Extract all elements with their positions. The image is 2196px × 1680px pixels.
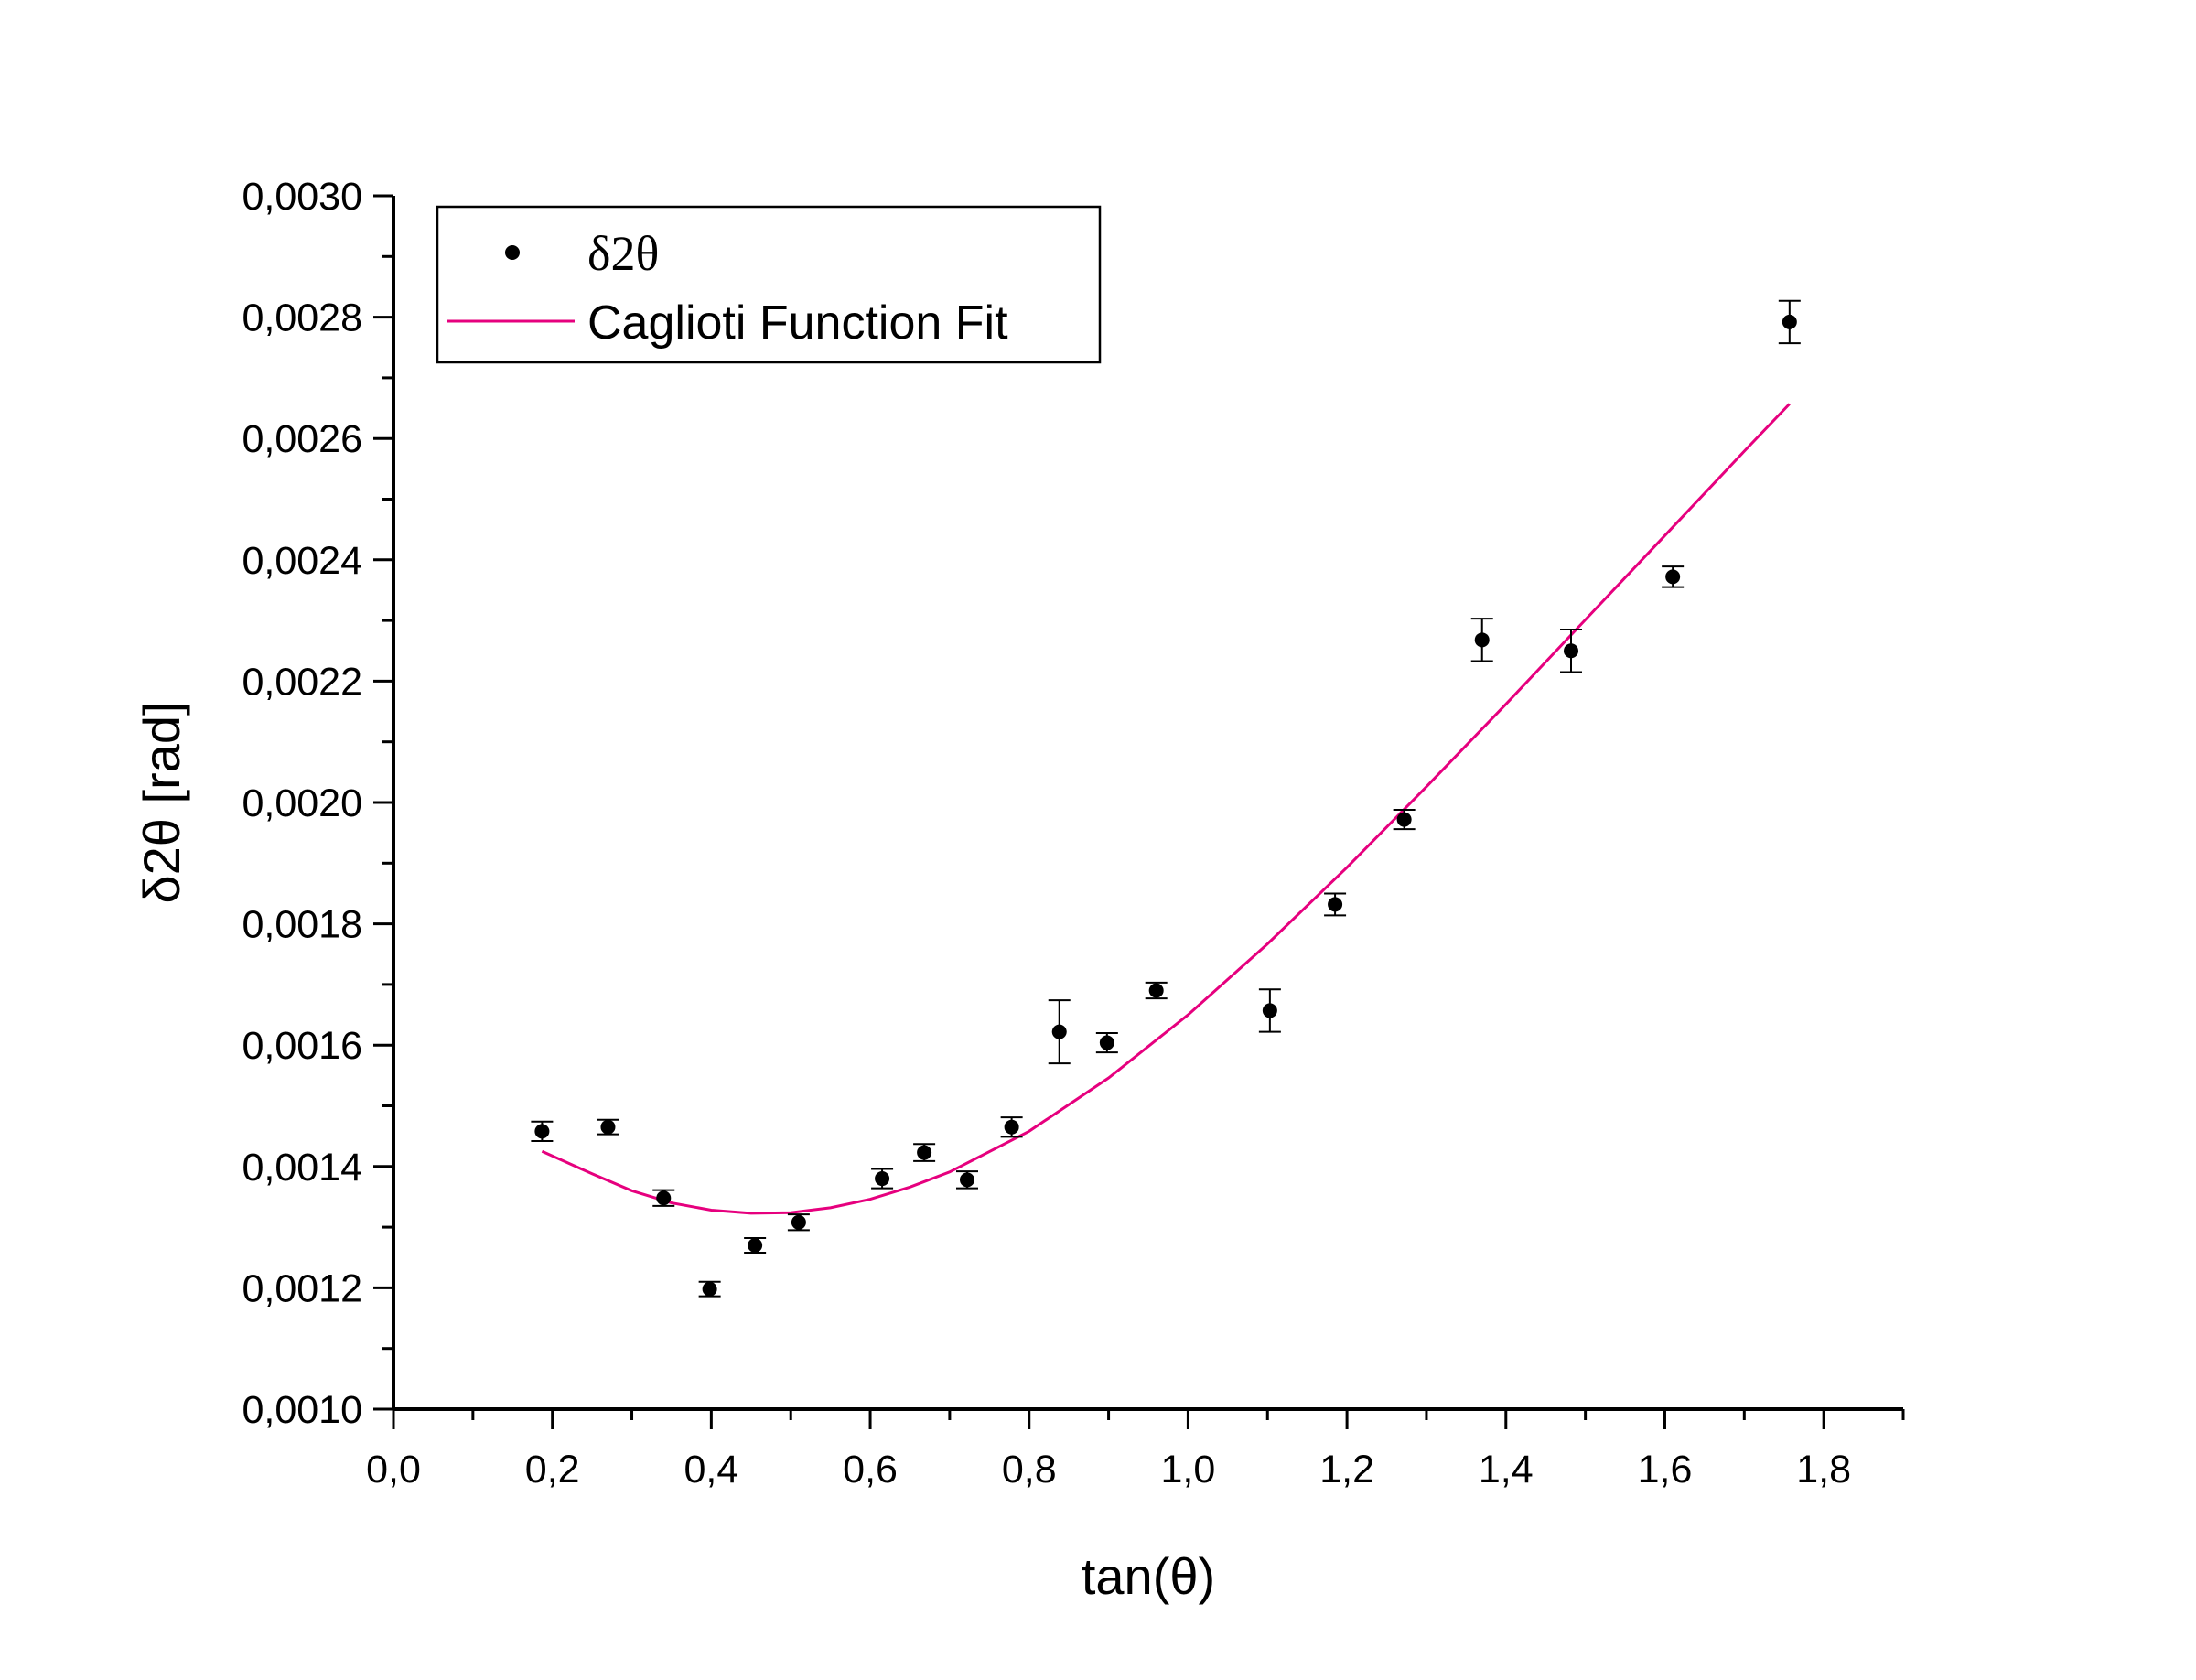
- y-tick-label: 0,0014: [242, 1146, 362, 1190]
- y-axis-title: δ2θ [rad]: [133, 701, 190, 903]
- point-marker: [791, 1214, 806, 1230]
- data-point: [956, 1170, 978, 1190]
- fit-curve: [541, 403, 1791, 1215]
- point-marker: [1004, 1119, 1019, 1135]
- data-point: [1048, 999, 1071, 1065]
- y-tick-label: 0,0016: [242, 1024, 362, 1068]
- point-marker: [1051, 1024, 1067, 1039]
- fit-layer: [541, 403, 1791, 1215]
- data-point: [1560, 629, 1582, 673]
- legend-label-fit: Caglioti Function Fit: [587, 296, 1008, 350]
- point-marker: [1099, 1035, 1114, 1050]
- point-marker: [534, 1124, 550, 1139]
- y-axis-ticks: 0,0010 0,0012 0,0014 0,0016 0,0018 0,0020 0,00…: [242, 175, 393, 1432]
- point-marker: [1262, 1003, 1277, 1018]
- data-point: [1662, 565, 1685, 588]
- y-tick-label: 0,0026: [242, 417, 362, 461]
- data-point: [1778, 299, 1801, 345]
- y-tick-label: 0,0012: [242, 1266, 362, 1310]
- legend-marker-points: [505, 245, 520, 260]
- point-marker: [702, 1281, 717, 1297]
- point-marker: [1396, 812, 1412, 827]
- x-tick-label: 1,6: [1638, 1448, 1693, 1492]
- x-tick-label: 0,2: [525, 1448, 580, 1492]
- point-marker: [748, 1237, 763, 1253]
- data-point: [1470, 618, 1493, 662]
- y-tick-label: 0,0030: [242, 175, 362, 219]
- x-tick-label: 0,0: [366, 1448, 421, 1492]
- data-point: [1258, 988, 1281, 1033]
- data-point: [1324, 892, 1347, 917]
- data-point: [913, 1143, 936, 1162]
- x-tick-label: 0,4: [684, 1448, 738, 1492]
- y-tick-label: 0,0020: [242, 781, 362, 825]
- point-marker: [1328, 897, 1343, 912]
- data-point: [1393, 808, 1416, 831]
- data-point: [787, 1213, 810, 1232]
- data-point: [1095, 1031, 1118, 1054]
- point-marker: [917, 1145, 932, 1160]
- point-marker: [1148, 983, 1164, 998]
- x-tick-label: 1,2: [1319, 1448, 1374, 1492]
- legend: δ2θ Caglioti Function Fit: [436, 205, 1102, 364]
- data-point: [597, 1118, 619, 1136]
- y-tick-label: 0,0022: [242, 660, 362, 704]
- point-marker: [960, 1172, 974, 1188]
- point-marker: [1665, 569, 1681, 585]
- point-marker: [1782, 314, 1797, 329]
- y-tick-label: 0,0028: [242, 296, 362, 340]
- data-point: [1145, 981, 1168, 1000]
- data-point: [1000, 1116, 1023, 1138]
- data-point: [744, 1237, 767, 1254]
- plot-frame: [392, 196, 1903, 1411]
- data-point: [531, 1120, 554, 1142]
- point-marker: [875, 1171, 890, 1187]
- x-tick-label: 1,8: [1796, 1448, 1851, 1492]
- data-point: [698, 1280, 721, 1298]
- data-point: [871, 1168, 894, 1190]
- point-marker: [1474, 632, 1490, 648]
- y-tick-label: 0,0010: [242, 1388, 362, 1432]
- point-marker: [656, 1190, 672, 1206]
- x-axis-ticks: 0,0 0,2 0,4 0,6 0,8 1,0 1,2 1,4 1,6 1,8: [366, 1409, 1905, 1492]
- x-tick-label: 0,8: [1002, 1448, 1057, 1492]
- x-axis-title: tan(θ): [1082, 1547, 1215, 1605]
- x-tick-label: 0,6: [843, 1448, 898, 1492]
- data-point: [652, 1189, 675, 1207]
- point-marker: [1564, 643, 1578, 659]
- x-tick-label: 1,4: [1479, 1448, 1534, 1492]
- legend-label-points: δ2θ: [587, 226, 659, 281]
- y-tick-label: 0,0024: [242, 539, 362, 583]
- data-points-layer: [531, 299, 1801, 1298]
- point-marker: [600, 1119, 616, 1135]
- y-tick-label: 0,0018: [242, 903, 362, 947]
- legend-box: [436, 205, 1102, 364]
- x-tick-label: 1,0: [1161, 1448, 1216, 1492]
